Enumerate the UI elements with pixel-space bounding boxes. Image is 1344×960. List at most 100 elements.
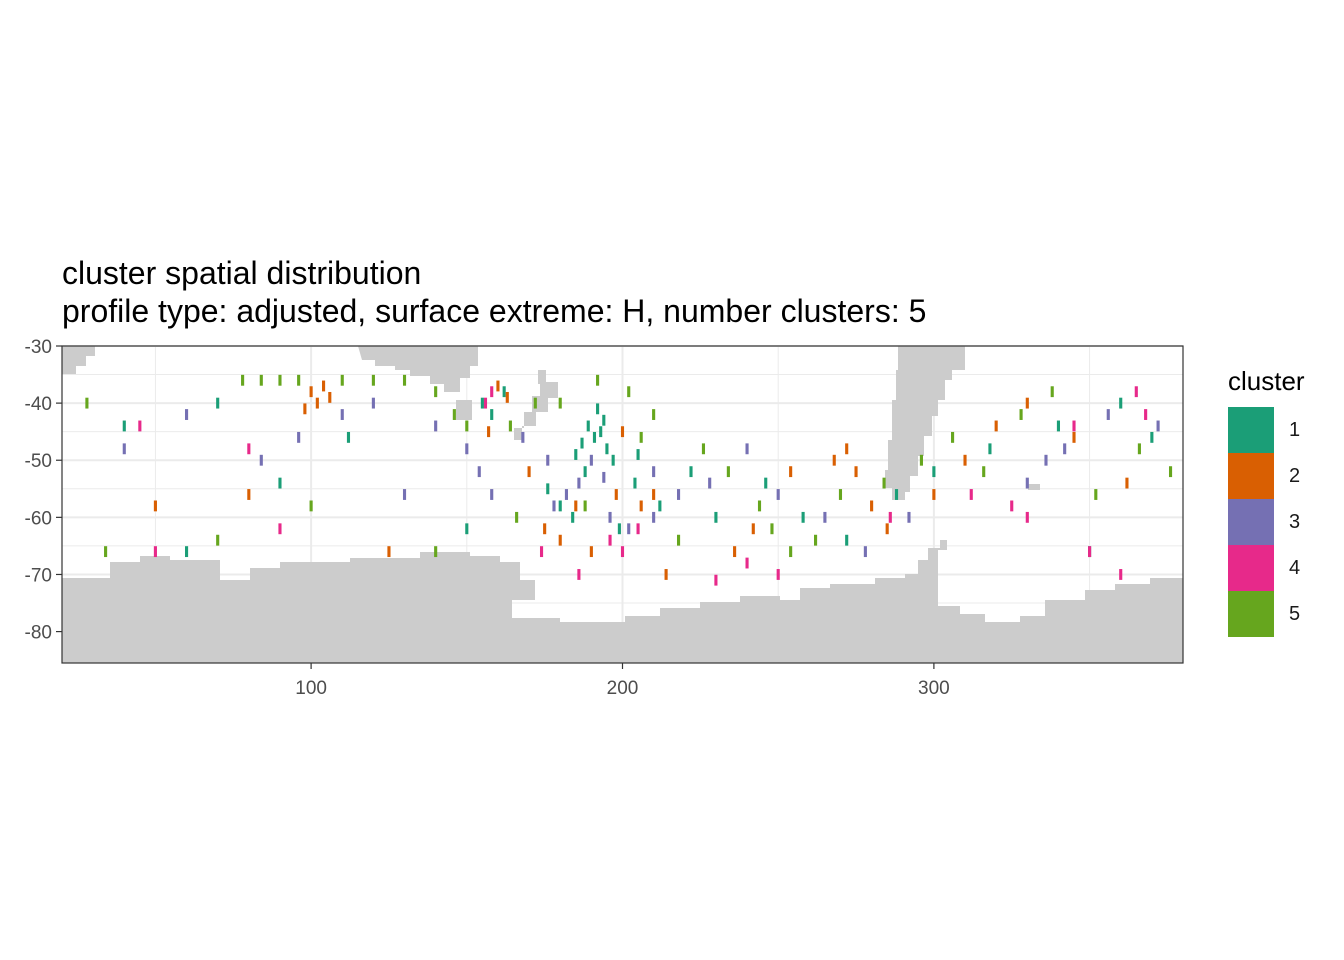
- cluster-2-cell: [885, 523, 889, 535]
- cluster-2-cell: [845, 443, 849, 455]
- cluster-3-cell: [371, 397, 375, 409]
- y-tick-label: -70: [25, 565, 52, 586]
- cluster-5-cell: [371, 374, 375, 386]
- cluster-2-cell: [574, 500, 578, 512]
- cluster-4-cell: [483, 397, 488, 409]
- y-tick-label: -60: [25, 508, 52, 529]
- cluster-1-cell: [278, 477, 282, 489]
- cluster-2-cell: [789, 466, 793, 478]
- y-tick-label: -40: [25, 394, 52, 415]
- cluster-4-cell: [636, 523, 640, 535]
- cluster-3-cell: [608, 511, 612, 523]
- cluster-3-cell: [652, 511, 656, 523]
- cluster-1-cell: [611, 454, 615, 466]
- cluster-1-cell: [1150, 431, 1154, 443]
- legend-item: 1: [1228, 407, 1305, 453]
- cluster-5-cell: [789, 546, 793, 558]
- cluster-4-cell: [888, 511, 892, 523]
- cluster-1-cell: [592, 431, 597, 443]
- cluster-2-cell: [932, 489, 936, 500]
- legend-items: 1 2 3 4 5: [1228, 407, 1305, 637]
- legend-label: 4: [1289, 556, 1301, 579]
- cluster-3-cell: [577, 477, 581, 489]
- cluster-4-cell: [1025, 511, 1029, 523]
- cluster-2-cell: [620, 426, 625, 438]
- cluster-1-cell: [932, 466, 936, 478]
- axes: 100 200 300 -30 -40 -50 -60 -70 -80: [25, 337, 950, 699]
- cluster-3-cell: [184, 409, 189, 420]
- legend-item: 3: [1228, 499, 1305, 545]
- cluster-4-cell: [714, 574, 718, 586]
- legend-label: 1: [1289, 418, 1301, 441]
- cluster-3-cell: [745, 443, 749, 455]
- cluster-2-cell: [994, 420, 998, 432]
- cluster-2-cell: [558, 534, 562, 546]
- cluster-5-cell: [1019, 409, 1023, 420]
- south-america-landmass: [885, 346, 965, 500]
- y-tick-label: -80: [25, 623, 52, 644]
- cluster-3-cell: [490, 489, 494, 500]
- cluster-5-cell: [216, 534, 220, 546]
- cluster-5-cell: [919, 454, 923, 466]
- cluster-1-cell: [586, 420, 590, 432]
- cluster-4-cell: [539, 546, 544, 558]
- cluster-2-cell: [1072, 431, 1076, 443]
- cluster-1-cell: [558, 500, 562, 512]
- cluster-2-cell: [870, 500, 874, 512]
- cluster-5-cell: [982, 466, 986, 478]
- cluster-3-cell: [907, 511, 911, 523]
- cluster-5-cell: [309, 500, 313, 512]
- cluster-1-cell: [617, 523, 621, 535]
- cluster-3-cell: [259, 454, 263, 466]
- cluster-4-cell: [776, 569, 780, 580]
- cluster-3-cell: [823, 511, 827, 523]
- y-tick-label: -30: [25, 337, 52, 358]
- cluster-2-cell: [832, 454, 836, 466]
- cluster-3-cell: [521, 431, 525, 443]
- cluster-5-cell: [583, 500, 587, 512]
- legend-swatch: [1228, 453, 1274, 499]
- cluster-4-cell: [608, 534, 612, 546]
- title-block: cluster spatial distribution profile typ…: [62, 254, 926, 330]
- cluster-3-cell: [708, 477, 712, 489]
- cluster-5-cell: [596, 374, 600, 386]
- legend-item: 4: [1228, 545, 1305, 591]
- cluster-1-cell: [502, 386, 506, 398]
- cluster-4-cell: [1144, 409, 1148, 420]
- cluster-3-cell: [589, 454, 593, 466]
- x-tick-label: 300: [918, 678, 950, 699]
- cluster-1-cell: [465, 523, 469, 535]
- cluster-4-cell: [247, 443, 251, 455]
- cluster-3-cell: [676, 489, 681, 500]
- cluster-3-cell: [652, 466, 656, 478]
- cluster-3-cell: [122, 443, 126, 455]
- cluster-5-cell: [676, 534, 681, 546]
- cluster-1-cell: [764, 477, 768, 489]
- cluster-3-cell: [546, 454, 550, 466]
- cluster-2-cell: [854, 466, 858, 478]
- falklands-landmass: [1028, 484, 1040, 490]
- cluster-3-cell: [340, 409, 344, 420]
- antarctica-landmass: [62, 540, 1183, 663]
- cluster-2-cell: [963, 454, 967, 466]
- legend-swatch: [1228, 545, 1274, 591]
- cluster-3-cell: [1106, 409, 1110, 420]
- chart-subtitle: profile type: adjusted, surface extreme:…: [62, 293, 927, 329]
- cluster-5-cell: [814, 534, 818, 546]
- legend-swatch: [1228, 499, 1274, 545]
- cluster-1-cell: [633, 477, 637, 489]
- cluster-4-cell: [577, 569, 581, 580]
- cluster-1-cell: [580, 437, 584, 449]
- cluster-5-cell: [434, 546, 438, 558]
- cluster-5-cell: [104, 546, 108, 558]
- cluster-5-cell: [1050, 386, 1054, 398]
- cluster-4-cell: [490, 386, 494, 398]
- cluster-2-cell: [664, 569, 668, 580]
- cluster-3-cell: [564, 489, 569, 500]
- cluster-1-cell: [122, 420, 126, 432]
- cluster-1-cell: [714, 511, 718, 523]
- cluster-3-cell: [602, 471, 606, 483]
- cluster-1-cell: [216, 397, 220, 409]
- legend-swatch: [1228, 591, 1274, 637]
- cluster-1-cell: [689, 466, 693, 478]
